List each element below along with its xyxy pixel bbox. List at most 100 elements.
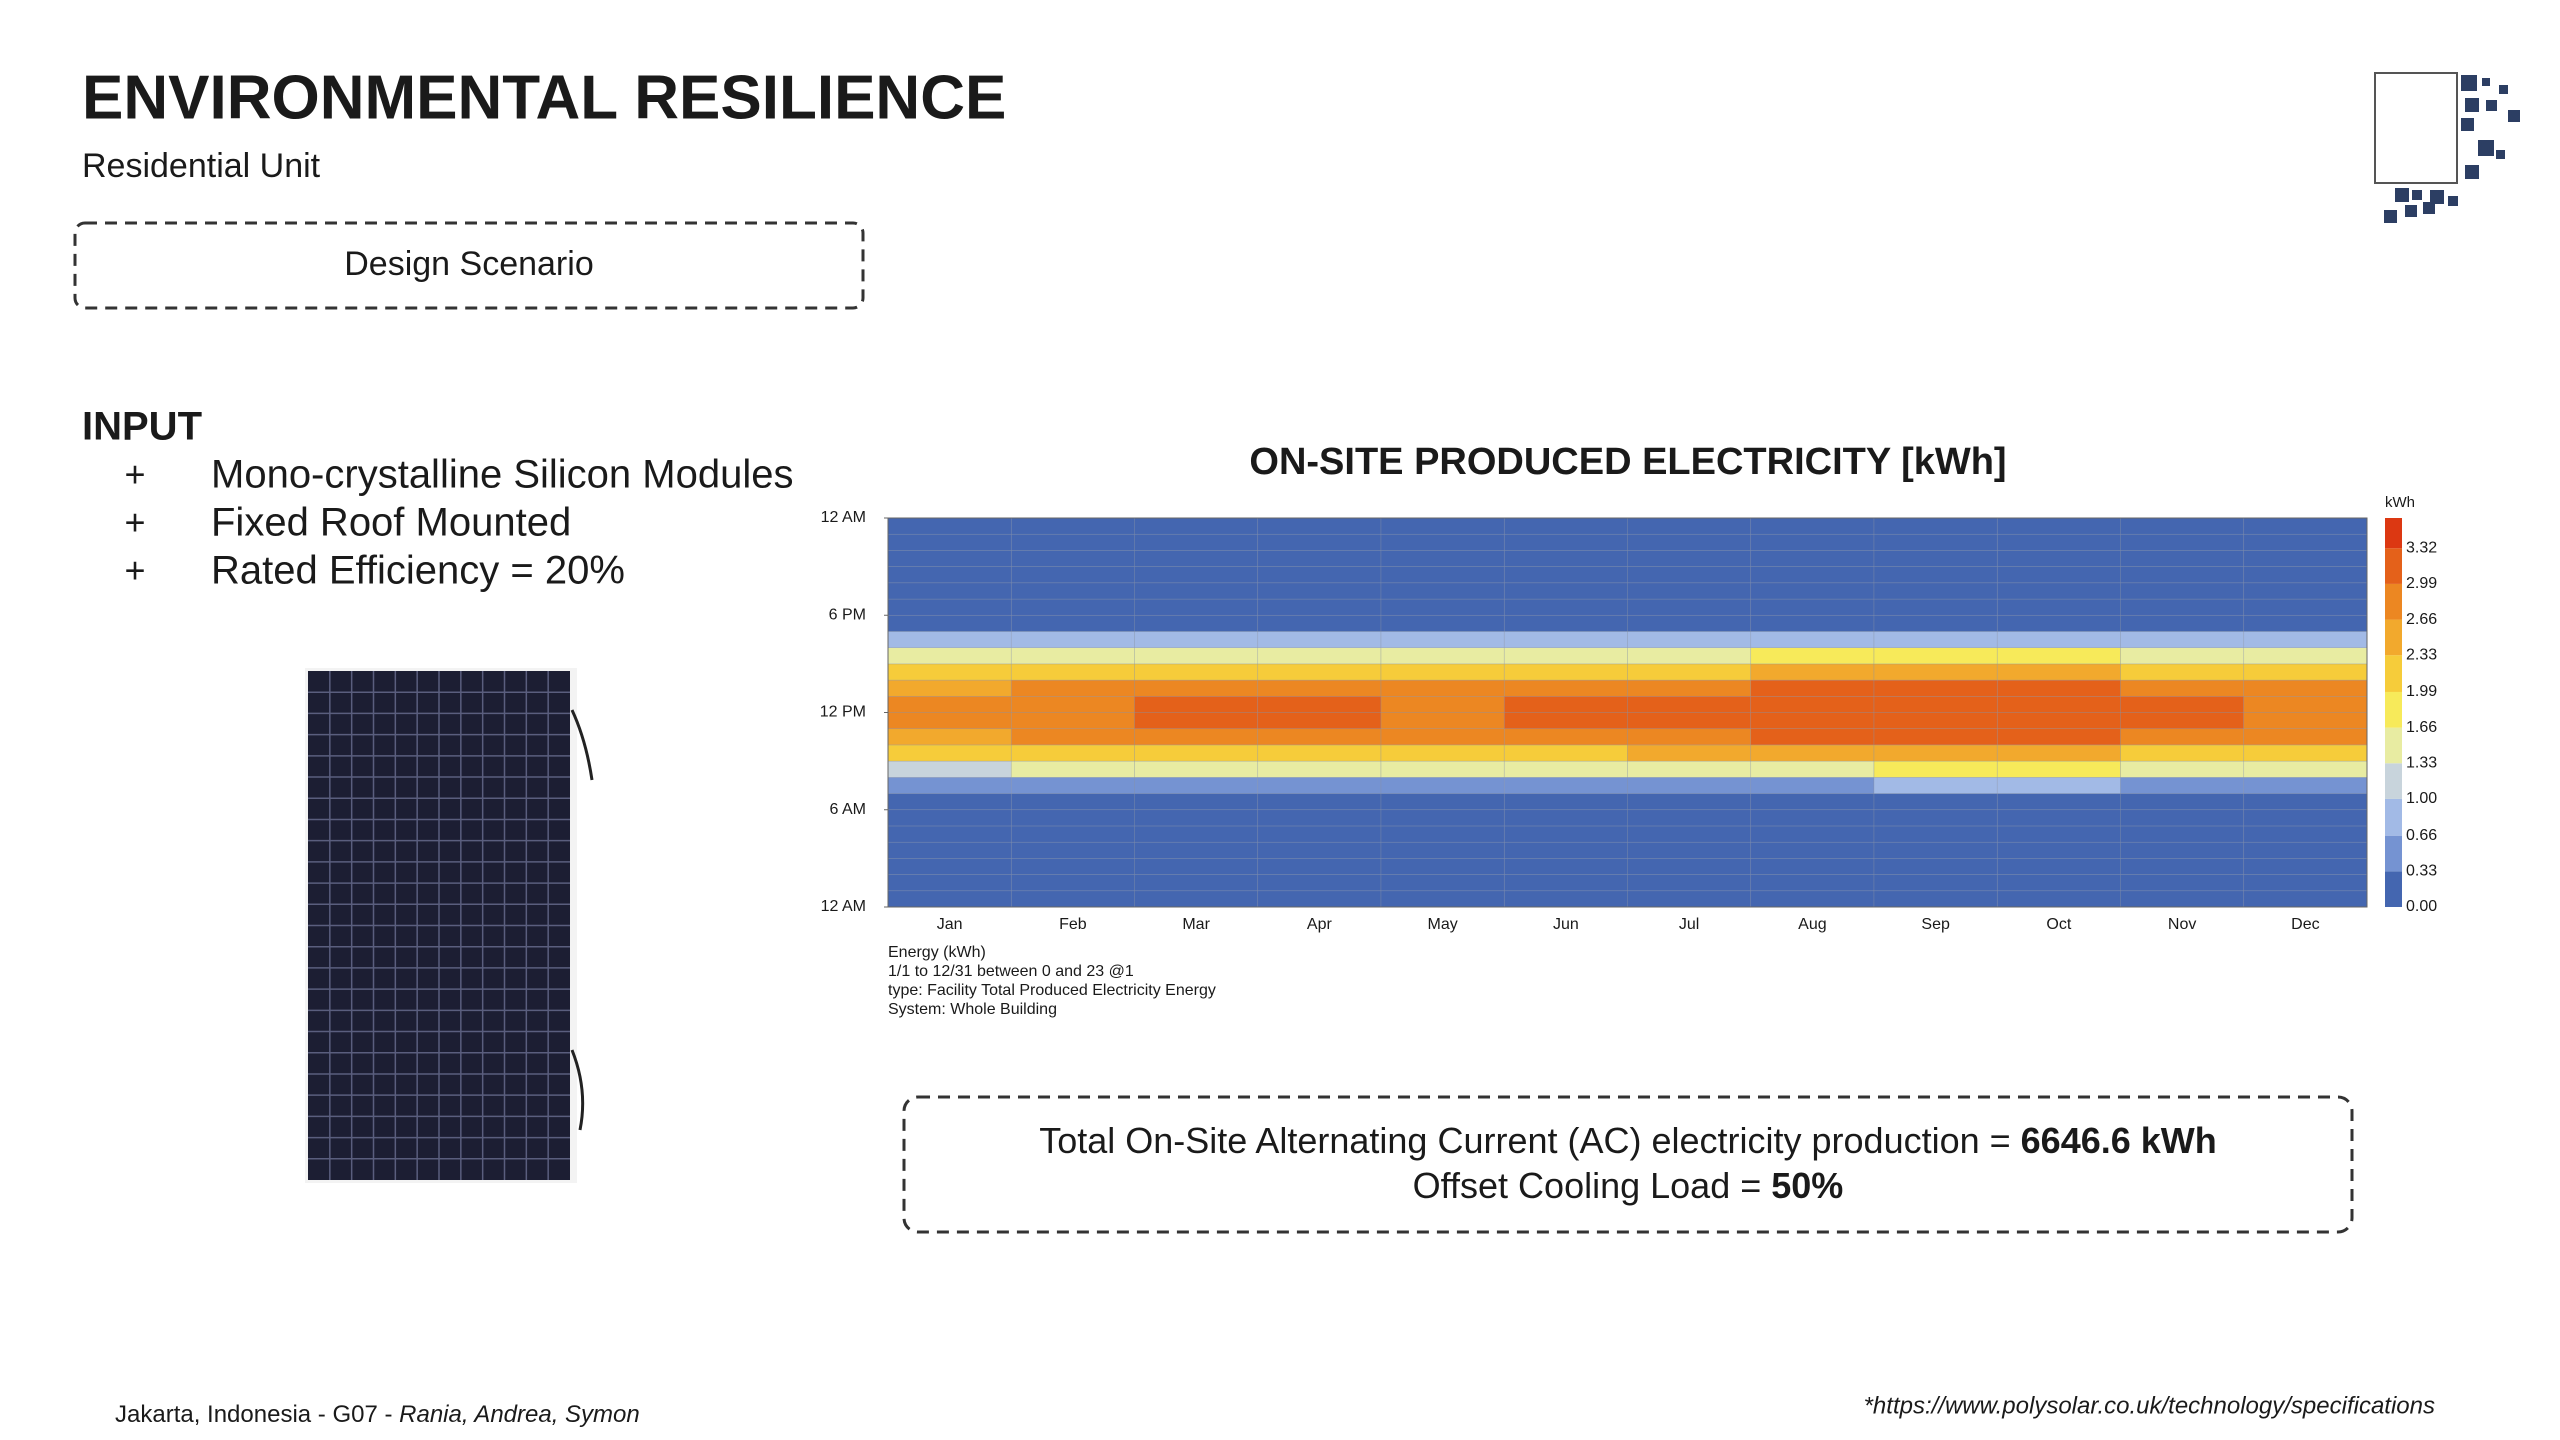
title: ENVIRONMENTAL RESILIENCE <box>82 63 1006 132</box>
heat-cell <box>2120 631 2245 648</box>
summary-line: Offset Cooling Load = 50% <box>1413 1165 1844 1206</box>
heat-cell <box>1010 533 1135 551</box>
footer-left: Jakarta, Indonesia - G07 - Rania, Andrea… <box>115 1401 640 1428</box>
summary-text: Total On-Site Alternating Current (AC) e… <box>1039 1120 2020 1161</box>
heat-cell <box>2243 566 2368 584</box>
colorbar-bin <box>2385 691 2402 728</box>
heat-cell <box>1627 566 1752 584</box>
heat-cell <box>887 679 1012 697</box>
heat-cell <box>2243 695 2368 713</box>
heat-cell <box>1873 679 1998 697</box>
heat-cell <box>1996 663 2121 681</box>
heat-cell <box>1257 712 1382 730</box>
heat-cell <box>1257 695 1382 713</box>
heat-cell <box>1750 841 1875 859</box>
footer-source: *https://www.polysolar.co.uk/technology/… <box>1864 1392 2435 1419</box>
colorbar-label: 1.66 <box>2406 719 2437 736</box>
heat-cell <box>1750 874 1875 892</box>
heat-cell <box>1010 825 1135 843</box>
heat-cell <box>2120 533 2245 551</box>
heat-cell <box>1134 841 1259 859</box>
heat-cell <box>1503 793 1628 811</box>
logo-square <box>2448 196 2458 206</box>
heat-cell <box>887 858 1012 875</box>
heat-cell <box>1750 825 1875 843</box>
heat-cell <box>1996 841 2121 859</box>
heat-cell <box>2120 858 2245 875</box>
heat-cell <box>1503 777 1628 794</box>
heat-cell <box>1380 890 1505 908</box>
heat-cell <box>1257 874 1382 892</box>
heat-cell <box>2243 777 2368 794</box>
logo-square <box>2423 202 2435 214</box>
heat-cell <box>1134 793 1259 811</box>
input-item: Mono-crystalline Silicon Modules <box>211 453 793 497</box>
heat-cell <box>1257 760 1382 778</box>
heat-cell <box>1996 744 2121 762</box>
heat-cell <box>1627 728 1752 746</box>
heat-cell <box>1503 825 1628 843</box>
x-tick-label: Aug <box>1798 916 1826 933</box>
heat-cell <box>887 550 1012 567</box>
heat-cell <box>2120 874 2245 892</box>
x-tick-label: Jul <box>1679 916 1699 933</box>
heat-cell <box>1010 582 1135 600</box>
heat-cell <box>1380 728 1505 746</box>
heat-cell <box>1873 744 1998 762</box>
heat-cell <box>1873 760 1998 778</box>
heat-cell <box>1010 631 1135 648</box>
heat-cell <box>1750 695 1875 713</box>
heat-cell <box>1503 533 1628 551</box>
colorbar-label: 0.00 <box>2406 898 2437 915</box>
heat-cell <box>2120 598 2245 616</box>
heat-cell <box>1503 809 1628 827</box>
footer-location: Jakarta, Indonesia - G07 - <box>115 1401 399 1428</box>
heat-cell <box>1750 566 1875 584</box>
heat-cell <box>887 695 1012 713</box>
heat-cell <box>2243 598 2368 616</box>
heat-cell <box>1996 631 2121 648</box>
heat-cell <box>1873 858 1998 875</box>
heat-cell <box>2243 793 2368 811</box>
heat-cell <box>1010 841 1135 859</box>
heat-cell <box>1750 679 1875 697</box>
heat-cell <box>1257 663 1382 681</box>
logo-square <box>2465 165 2479 179</box>
input-heading: INPUT <box>82 405 202 449</box>
heat-cell <box>2243 582 2368 600</box>
heat-cell <box>1134 566 1259 584</box>
heat-cell <box>2120 890 2245 908</box>
heat-cell <box>1996 793 2121 811</box>
heat-cell <box>1503 614 1628 632</box>
heat-cell <box>1750 598 1875 616</box>
heat-cell <box>1380 566 1505 584</box>
heat-cell <box>2243 728 2368 746</box>
heat-cell <box>1627 825 1752 843</box>
logo-square <box>2461 75 2477 91</box>
heat-cell <box>1996 728 2121 746</box>
colorbar-bin <box>2385 835 2402 872</box>
heat-cell <box>2120 663 2245 681</box>
heat-cell <box>887 517 1012 535</box>
heat-cell <box>2120 777 2245 794</box>
heat-cell <box>2243 858 2368 875</box>
heat-cell <box>1627 874 1752 892</box>
heat-cell <box>1503 679 1628 697</box>
heat-cell <box>2243 825 2368 843</box>
heat-cell <box>1627 760 1752 778</box>
heat-cell <box>1873 874 1998 892</box>
heat-cell <box>1873 841 1998 859</box>
heat-cell <box>1503 598 1628 616</box>
heat-cell <box>1750 533 1875 551</box>
heat-cell <box>1380 793 1505 811</box>
input-item: Rated Efficiency = 20% <box>211 549 625 593</box>
y-tick-label: 12 AM <box>821 898 866 915</box>
heat-cell <box>1996 566 2121 584</box>
heat-cell <box>1627 695 1752 713</box>
heat-cell <box>887 647 1012 665</box>
x-tick-label: Nov <box>2168 916 2196 933</box>
colorbar-label: 3.32 <box>2406 539 2437 556</box>
heat-cell <box>2243 890 2368 908</box>
heat-cell <box>1750 663 1875 681</box>
